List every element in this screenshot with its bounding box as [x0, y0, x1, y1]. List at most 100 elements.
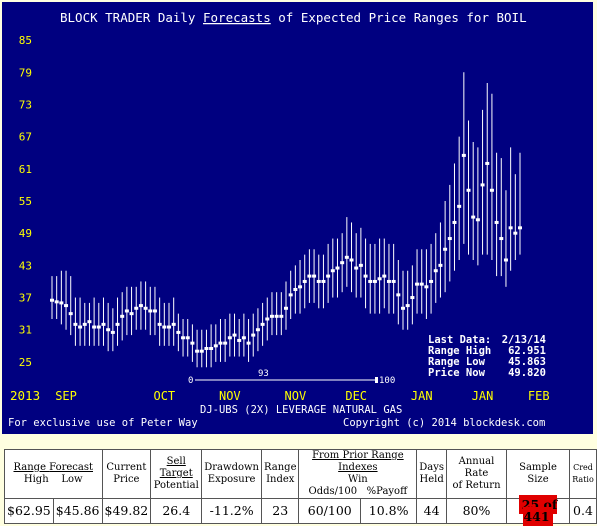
price-marker	[401, 306, 405, 310]
copyright: Copyright (c) 2014 blockdesk.com	[343, 417, 545, 429]
price-marker	[316, 279, 321, 283]
val-payoff: 10.8%	[360, 498, 418, 524]
val-annual-rate: 80%	[446, 498, 507, 524]
x-tick-label: DEC	[345, 389, 367, 403]
info-value-range-high: 62.951	[508, 345, 546, 357]
price-marker	[363, 274, 368, 278]
price-marker	[134, 306, 139, 310]
info-label-last-data: Last Data:	[428, 334, 491, 346]
price-marker	[499, 237, 504, 241]
y-tick-label: 25	[19, 356, 32, 369]
hdr-drawdown: Drawdown Exposure	[201, 449, 262, 499]
price-marker	[167, 325, 171, 329]
stats-table: Range Forecast High Low Current Price Sell…	[4, 449, 597, 526]
price-marker	[288, 293, 293, 297]
val-cred-ratio: 0.4	[569, 498, 597, 524]
price-marker	[241, 336, 246, 340]
price-marker	[279, 314, 284, 318]
price-marker	[260, 322, 265, 326]
price-marker	[92, 325, 97, 329]
val-range-index: 23	[260, 498, 300, 524]
range-index-marker	[375, 377, 378, 383]
range-index-end: 100	[379, 376, 395, 386]
price-marker	[82, 322, 87, 326]
chart-title: BLOCK TRADER Daily Forecasts of Expected…	[60, 10, 527, 25]
price-marker	[115, 322, 120, 326]
price-marker	[204, 347, 209, 350]
price-marker	[227, 336, 232, 340]
price-marker	[101, 322, 106, 326]
info-value-price-now: 49.820	[508, 367, 546, 379]
x-tick-label: FEB	[528, 389, 550, 403]
price-marker	[372, 279, 377, 283]
y-tick-label: 37	[19, 292, 32, 305]
price-marker	[307, 274, 312, 278]
price-marker	[485, 161, 490, 165]
price-marker	[335, 266, 340, 270]
price-marker	[68, 312, 73, 316]
price-marker	[503, 258, 508, 262]
price-marker	[457, 204, 462, 208]
price-marker	[110, 330, 115, 334]
price-marker	[171, 322, 176, 326]
hdr-days-held: Days Held	[416, 449, 447, 499]
price-marker	[124, 309, 129, 313]
val-drawdown: -11.2%	[201, 498, 262, 524]
price-marker	[349, 258, 354, 262]
price-marker	[415, 282, 420, 286]
price-marker	[391, 279, 396, 283]
price-marker	[475, 218, 480, 222]
price-marker	[59, 301, 64, 305]
price-marker	[354, 266, 359, 270]
price-marker	[120, 314, 125, 318]
range-forecast-link[interactable]: Forecast	[49, 462, 93, 473]
price-marker	[143, 306, 148, 310]
price-marker	[443, 247, 448, 251]
price-marker	[386, 279, 391, 283]
chart-title-link: Forecasts	[203, 10, 271, 25]
price-marker	[190, 341, 195, 345]
val-sell-target: 26.4	[150, 498, 203, 524]
val-days-held: 44	[416, 498, 447, 524]
hdr-sample-size: Sample Size	[506, 449, 570, 499]
price-marker	[181, 336, 186, 340]
price-marker	[494, 220, 499, 224]
price-marker	[54, 300, 59, 304]
info-value-range-low: 45.863	[508, 356, 546, 368]
val-low: $45.86	[52, 498, 103, 524]
hdr-range-forecast: Range Forecast High Low	[4, 449, 103, 499]
range-index-mid: 93	[258, 369, 269, 379]
y-tick-label: 55	[19, 195, 32, 208]
price-marker	[405, 304, 410, 308]
price-marker	[199, 349, 204, 353]
x-tick-label: NOV	[285, 389, 307, 403]
price-marker	[64, 304, 69, 308]
price-marker	[429, 279, 434, 283]
sell-target-link[interactable]: Sell Target	[159, 456, 193, 479]
info-label-range-high: Range High	[428, 345, 491, 357]
price-marker	[377, 277, 382, 281]
price-marker	[410, 296, 415, 300]
hdr-cred-ratio: Cred Ratio	[569, 449, 597, 499]
price-marker	[340, 261, 345, 265]
price-marker	[513, 231, 518, 235]
chart-panel: BLOCK TRADER Daily Forecasts of Expected…	[2, 2, 593, 434]
x-tick-label: OCT	[153, 389, 175, 403]
price-marker	[419, 282, 424, 286]
price-marker	[274, 314, 279, 318]
price-marker	[265, 317, 270, 321]
price-marker	[237, 338, 242, 342]
price-marker	[96, 325, 101, 329]
price-marker	[508, 226, 513, 230]
x-tick-label: NOV	[219, 389, 241, 403]
chart-title-post: of Expected Price Ranges for BOIL	[271, 10, 527, 25]
price-marker	[480, 183, 485, 187]
price-marker	[129, 312, 134, 316]
x-axis: SEP OCT NOV NOV DEC JAN JAN FEB	[55, 389, 549, 403]
price-marker	[269, 314, 274, 318]
price-marker	[471, 215, 476, 219]
price-marker	[138, 304, 143, 308]
price-marker	[433, 269, 438, 273]
info-label-range-low: Range Low	[428, 356, 486, 368]
prior-range-link[interactable]: From Prior Range Indexes	[312, 450, 404, 473]
